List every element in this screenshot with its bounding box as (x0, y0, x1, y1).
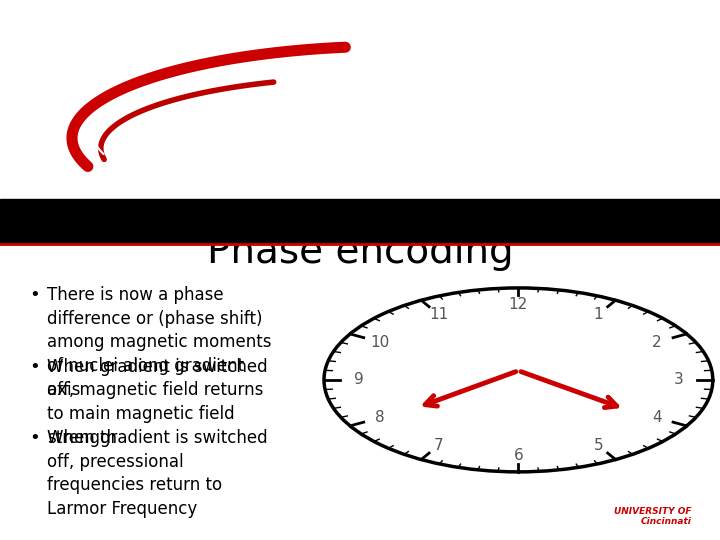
Text: •: • (29, 286, 40, 304)
Text: 4: 4 (652, 410, 662, 425)
Text: 1: 1 (593, 307, 603, 322)
Text: Phase encoding: Phase encoding (207, 233, 513, 271)
Text: 12: 12 (509, 297, 528, 312)
Text: There is now a phase
difference or (phase shift)
among magnetic moments
of nucle: There is now a phase difference or (phas… (47, 286, 271, 399)
Text: 8: 8 (375, 410, 384, 425)
Text: 3: 3 (673, 373, 683, 387)
Text: •: • (29, 429, 40, 447)
Bar (0, 199, 720, 244)
Text: When gradient is switched
off, magnetic field returns
to main magnetic field
str: When gradient is switched off, magnetic … (47, 358, 267, 447)
Text: When gradient is switched
off, precessional
frequencies return to
Larmor Frequen: When gradient is switched off, precessio… (47, 429, 267, 518)
Text: 6: 6 (513, 448, 523, 463)
Text: 11: 11 (429, 307, 448, 322)
Text: 9: 9 (354, 373, 364, 387)
Text: 2: 2 (652, 335, 662, 349)
Text: 7: 7 (433, 438, 444, 453)
Text: UNIVERSITY OF
Cincinnati: UNIVERSITY OF Cincinnati (613, 507, 691, 526)
Text: •: • (29, 358, 40, 376)
Text: 5: 5 (593, 438, 603, 453)
Text: 10: 10 (370, 335, 390, 349)
